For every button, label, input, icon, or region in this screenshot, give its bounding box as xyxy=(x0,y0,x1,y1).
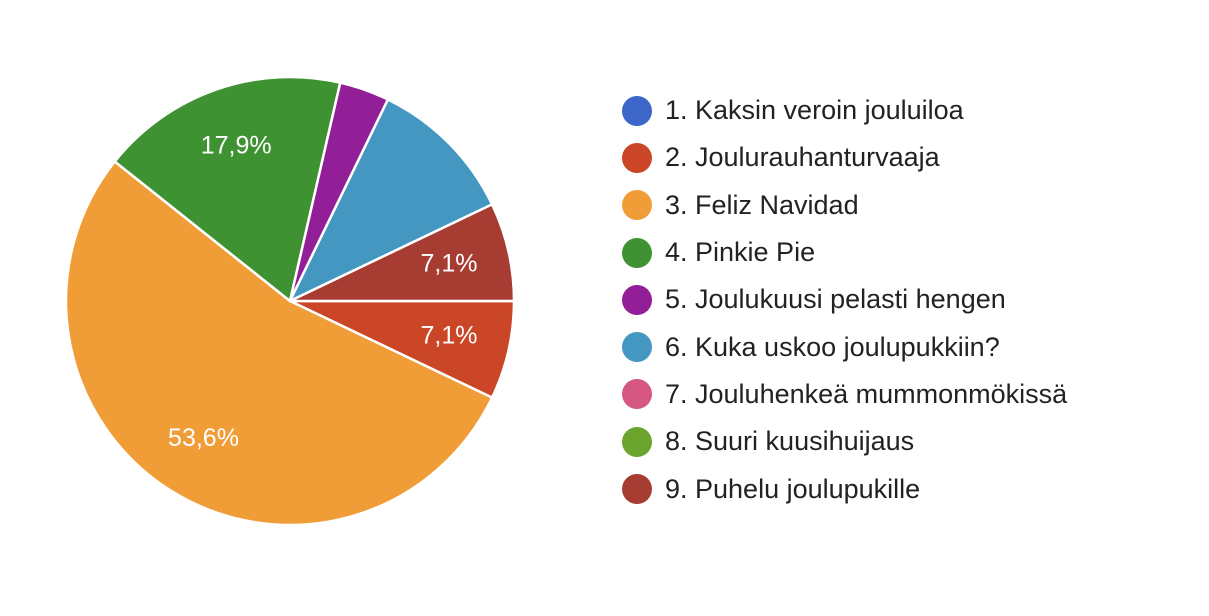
chart-legend: 1. Kaksin veroin jouluiloa 2. Joulurauhan… xyxy=(622,87,1067,513)
pie-slice-6 xyxy=(288,98,494,303)
legend-swatch-icon xyxy=(622,142,652,173)
pie-slice-2 xyxy=(288,299,516,399)
legend-label: 2. Joulurauhanturvaaja xyxy=(665,142,940,173)
slice-data-label-3: 53,6% xyxy=(168,424,239,452)
pie-slice-labels: 7,1% 53,6% 17,9% 7,1% xyxy=(168,132,477,452)
legend-swatch-icon xyxy=(622,284,652,315)
slice-data-label-2: 7,1% xyxy=(421,322,478,350)
legend-label: 3. Feliz Navidad xyxy=(665,189,859,220)
legend-label: 8. Suuri kuusihuijaus xyxy=(665,426,915,457)
pie-slice-3 xyxy=(64,160,494,527)
pie-slices xyxy=(64,75,516,527)
legend-label: 1. Kaksin veroin jouluiloa xyxy=(665,95,964,126)
pie-slice-9 xyxy=(288,203,516,303)
legend-label: 4. Pinkie Pie xyxy=(665,237,816,268)
legend-item-9: 9. Puhelu joulupukille xyxy=(622,465,1067,512)
legend-item-5: 5. Joulukuusi pelasti hengen xyxy=(622,276,1067,323)
legend-label: 5. Joulukuusi pelasti hengen xyxy=(665,284,1006,315)
legend-label: 6. Kuka uskoo joulupukkiin? xyxy=(665,331,1000,362)
legend-item-7: 7. Jouluhenkeä mummonmökissä xyxy=(622,371,1067,418)
legend-swatch-icon xyxy=(622,379,652,410)
legend-item-3: 3. Feliz Navidad xyxy=(622,182,1067,229)
legend-item-6: 6. Kuka uskoo joulupukkiin? xyxy=(622,323,1067,370)
legend-label: 9. Puhelu joulupukille xyxy=(665,473,921,504)
legend-item-8: 8. Suuri kuusihuijaus xyxy=(622,418,1067,465)
legend-item-1: 1. Kaksin veroin jouluiloa xyxy=(622,87,1067,134)
legend-swatch-icon xyxy=(622,474,652,505)
legend-swatch-icon xyxy=(622,426,652,457)
pie-chart: 7,1% 53,6% 17,9% 7,1% xyxy=(64,75,516,527)
legend-item-2: 2. Joulurauhanturvaaja xyxy=(622,134,1067,181)
slice-data-label-4: 17,9% xyxy=(201,132,272,160)
pie-slice-4 xyxy=(113,75,342,303)
legend-swatch-icon xyxy=(622,237,652,268)
legend-swatch-icon xyxy=(622,332,652,363)
legend-item-4: 4. Pinkie Pie xyxy=(622,229,1067,276)
legend-label: 7. Jouluhenkeä mummonmökissä xyxy=(665,378,1068,409)
legend-swatch-icon xyxy=(622,95,652,126)
slice-data-label-9: 7,1% xyxy=(421,250,478,278)
legend-swatch-icon xyxy=(622,190,652,221)
